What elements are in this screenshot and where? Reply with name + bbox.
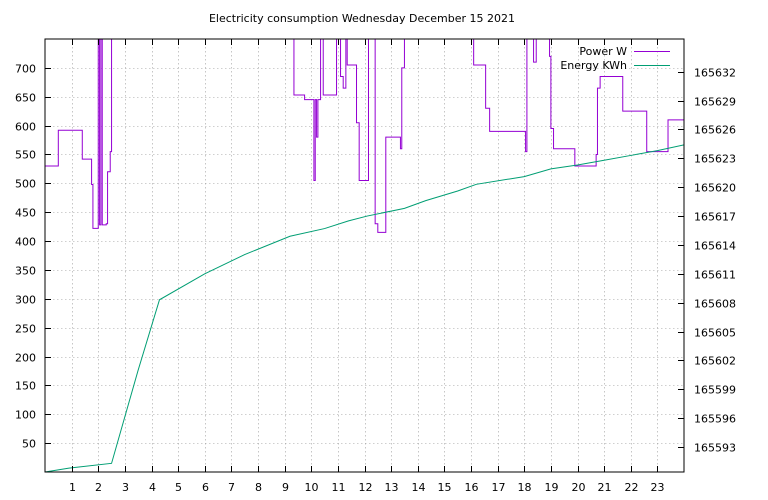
y-right-tick-label: 165608 xyxy=(694,298,736,311)
ticks: 1 2 3 4 5 6 7 8 9 10 11 12 13 14 15 16 17 18 19 20 21 22 23501… xyxy=(15,39,736,494)
x-tick-label: 19 xyxy=(545,481,559,494)
series-line-energy-kwh xyxy=(45,144,684,472)
y-right-tick-label: 165632 xyxy=(694,67,736,80)
y-left-tick-label: 150 xyxy=(15,380,36,393)
x-tick-label: 18 xyxy=(518,481,532,494)
y-right-tick-label: 165626 xyxy=(694,124,736,137)
x-tick-label: 4 xyxy=(149,481,156,494)
x-tick-label: 5 xyxy=(175,481,182,494)
y-right-tick-label: 165596 xyxy=(694,413,736,426)
y-left-tick-label: 350 xyxy=(15,265,36,278)
x-tick-label: 9 xyxy=(282,481,289,494)
y-left-tick-label: 200 xyxy=(15,352,36,365)
y-right-tick-label: 165617 xyxy=(694,211,736,224)
chart-title: Electricity consumption Wednesday Decemb… xyxy=(209,12,515,25)
x-tick-label: 8 xyxy=(255,481,262,494)
x-tick-label: 16 xyxy=(465,481,479,494)
x-tick-label: 14 xyxy=(412,481,426,494)
y-left-tick-label: 50 xyxy=(22,438,36,451)
grid xyxy=(45,39,684,472)
y-left-tick-label: 250 xyxy=(15,323,36,336)
legend-label-energy-kwh: Energy KWh xyxy=(560,59,627,72)
y-right-tick-label: 165602 xyxy=(694,355,736,368)
x-tick-label: 20 xyxy=(572,481,586,494)
x-tick-label: 1 xyxy=(69,481,76,494)
series-layer xyxy=(45,39,684,472)
x-tick-label: 6 xyxy=(202,481,209,494)
y-left-tick-label: 100 xyxy=(15,409,36,422)
y-left-tick-label: 400 xyxy=(15,236,36,249)
x-tick-label: 11 xyxy=(332,481,346,494)
x-tick-label: 2 xyxy=(95,481,102,494)
y-left-tick-label: 700 xyxy=(15,63,36,76)
x-tick-label: 12 xyxy=(359,481,373,494)
y-right-tick-label: 165623 xyxy=(694,153,736,166)
x-tick-label: 10 xyxy=(305,481,319,494)
legend-label-power-w: Power W xyxy=(579,45,627,58)
y-right-tick-label: 165614 xyxy=(694,240,736,253)
y-left-tick-label: 300 xyxy=(15,294,36,307)
series-line-power-w xyxy=(45,39,684,233)
y-right-tick-label: 165629 xyxy=(694,96,736,109)
y-left-tick-label: 550 xyxy=(15,149,36,162)
x-tick-label: 7 xyxy=(228,481,235,494)
y-right-tick-label: 165620 xyxy=(694,182,736,195)
y-right-tick-label: 165593 xyxy=(694,442,736,455)
y-left-tick-label: 650 xyxy=(15,92,36,105)
x-tick-label: 22 xyxy=(625,481,639,494)
y-left-tick-label: 500 xyxy=(15,178,36,191)
x-tick-label: 15 xyxy=(438,481,452,494)
x-tick-label: 17 xyxy=(492,481,506,494)
plot-frame xyxy=(44,38,685,473)
y-left-tick-label: 450 xyxy=(15,207,36,220)
y-right-tick-label: 165599 xyxy=(694,384,736,397)
y-left-tick-label: 600 xyxy=(15,121,36,134)
x-tick-label: 21 xyxy=(598,481,612,494)
x-tick-label: 13 xyxy=(385,481,399,494)
y-right-tick-label: 165605 xyxy=(694,327,736,340)
y-right-tick-label: 165611 xyxy=(694,269,736,282)
x-tick-label: 23 xyxy=(651,481,665,494)
x-tick-label: 3 xyxy=(122,481,129,494)
